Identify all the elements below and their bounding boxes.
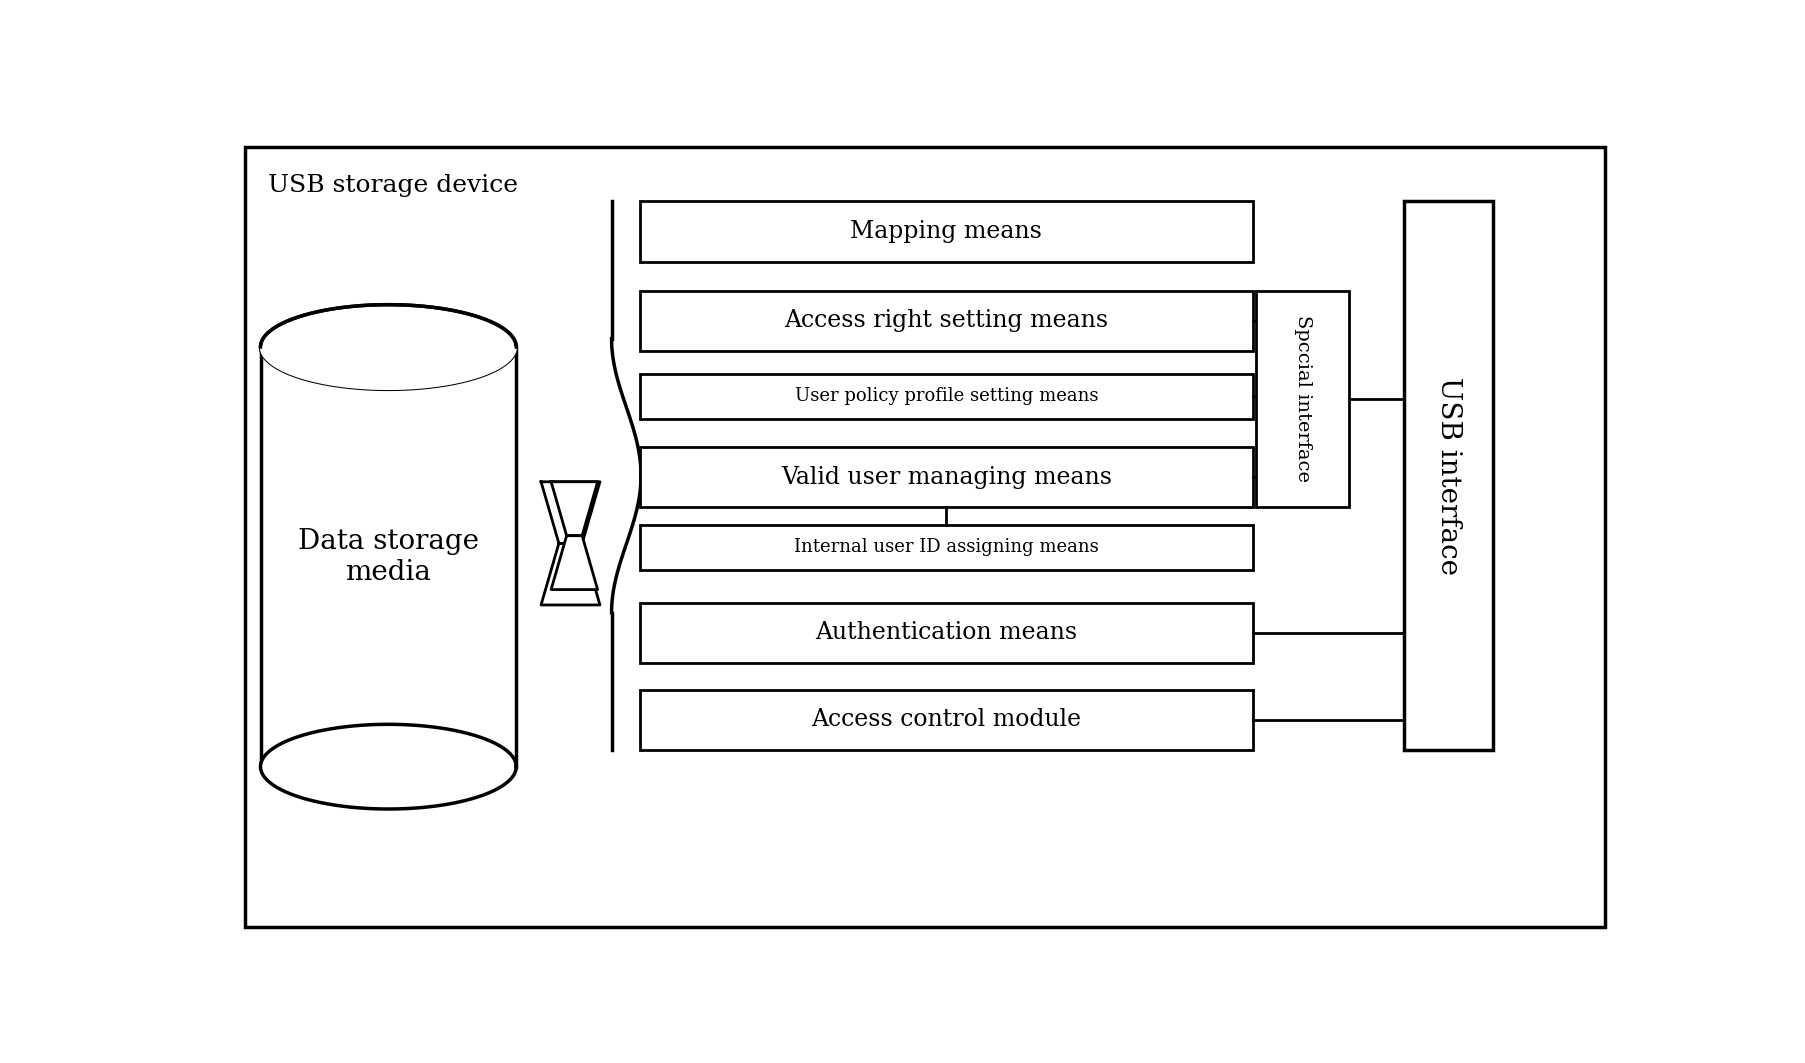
Bar: [641, 603, 1253, 662]
Polygon shape: [260, 347, 516, 389]
Polygon shape: [542, 543, 599, 605]
Text: Access control module: Access control module: [810, 708, 1081, 731]
Text: USB interface: USB interface: [1435, 376, 1462, 575]
Text: Valid user managing means: Valid user managing means: [782, 466, 1112, 489]
Bar: [641, 202, 1253, 261]
Text: USB storage device: USB storage device: [269, 173, 518, 197]
Polygon shape: [260, 724, 516, 809]
Text: Mapping means: Mapping means: [850, 220, 1041, 243]
Polygon shape: [542, 482, 599, 543]
Bar: [1404, 202, 1493, 749]
Text: Internal user ID assigning means: Internal user ID assigning means: [794, 538, 1099, 556]
Bar: [641, 690, 1253, 749]
Polygon shape: [551, 536, 597, 590]
Text: Data storage
media: Data storage media: [298, 527, 478, 586]
Polygon shape: [260, 305, 516, 389]
Bar: [641, 291, 1253, 351]
Polygon shape: [551, 482, 597, 536]
Bar: [641, 448, 1253, 507]
Text: Authentication means: Authentication means: [816, 621, 1078, 644]
Text: User policy profile setting means: User policy profile setting means: [794, 387, 1097, 405]
Bar: [641, 374, 1253, 419]
Text: Spccial interface: Spccial interface: [1294, 316, 1312, 483]
Bar: [641, 525, 1253, 570]
Text: Access right setting means: Access right setting means: [785, 309, 1108, 333]
Bar: [1256, 291, 1350, 507]
